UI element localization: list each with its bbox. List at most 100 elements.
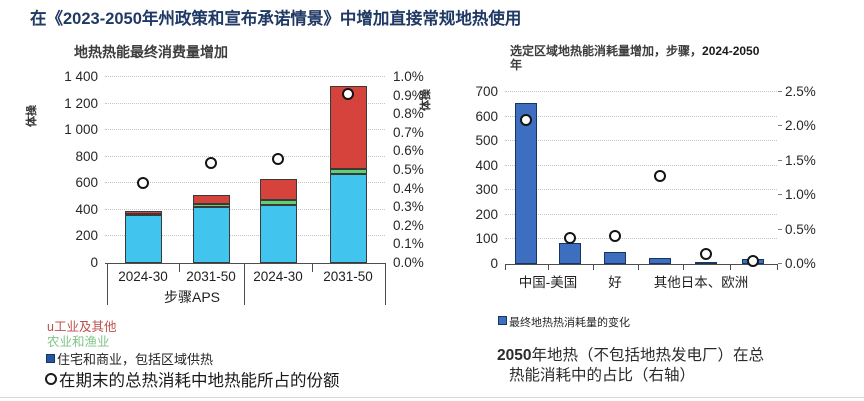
secondary-axis-tick (778, 194, 782, 196)
share-point-marker (609, 230, 621, 243)
secondary-axis-tick-label: 1.0% (393, 69, 424, 84)
y-axis-tick-label: 0 (90, 255, 98, 270)
category-tick (730, 264, 731, 270)
legend-change-label: 最终地热热消耗量的变化 (509, 317, 630, 329)
x-axis-category-label: 2031-50 (323, 269, 373, 284)
secondary-axis-tick-label: 0.1% (393, 236, 424, 252)
category-tick (777, 264, 778, 270)
gridline (505, 140, 777, 142)
y-axis-tick-label: 200 (475, 206, 498, 222)
gridline (505, 238, 777, 240)
y-axis-tick-label: 800 (75, 148, 98, 164)
caption-line2: 热能消耗中的占比（右轴） (509, 367, 696, 384)
x-axis-category-label: 2024-30 (118, 269, 168, 284)
category-tick (548, 264, 549, 270)
bar-segment (124, 215, 162, 263)
bar-segment (259, 204, 297, 263)
secondary-axis-tick-label: 0.9% (393, 87, 424, 103)
gridline (105, 208, 385, 210)
bar-segment (604, 251, 626, 264)
left-chart-plot-area: 0 200 400 600 800 1 000 1 200 1 400 0.0% 0.1% 0.2%… (64, 69, 424, 305)
gridline (505, 213, 777, 215)
bar-segment (192, 194, 230, 204)
blue-square-icon (46, 354, 55, 363)
share-point-marker (747, 254, 759, 267)
category-tick (505, 264, 506, 270)
share-point-marker (137, 177, 149, 190)
secondary-axis-tick-label: 0.2% (393, 217, 424, 233)
secondary-axis-tick-label: 0.8% (393, 106, 424, 122)
bar-segment (329, 86, 367, 169)
gridline (105, 182, 385, 184)
category-group-separator (244, 263, 245, 305)
bar-segment (559, 243, 581, 264)
legend-residential-label: 住宅和商业，包括区域供热 (57, 352, 214, 367)
y-axis-tick-label: 400 (75, 201, 98, 217)
gridline (505, 91, 777, 92)
y-axis-tick-label: 1 400 (64, 69, 98, 84)
bar-segment (259, 199, 297, 205)
x-axis-category-label: 中国-美国 (518, 275, 578, 290)
circle-marker-icon (45, 373, 57, 385)
legend-agriculture: 农业和渔业 (47, 335, 110, 349)
y-axis-tick-label: 400 (475, 157, 498, 173)
bottom-divider (0, 397, 864, 398)
share-point-marker (342, 87, 354, 100)
secondary-axis-tick-label: 1.0% (785, 187, 816, 203)
bar-segment (515, 103, 537, 264)
secondary-axis-tick (778, 91, 782, 92)
category-tick (312, 263, 313, 272)
share-point-marker (654, 169, 666, 182)
y-axis-tick-label: 700 (475, 84, 498, 99)
y-axis-tick-label: 600 (475, 108, 498, 124)
legend-residential: 住宅和商业，包括区域供热 (46, 349, 213, 368)
legend-share-label: 在期末的总热消耗中地热能所占的份额 (59, 372, 340, 390)
caption-year: 2050 (497, 347, 532, 364)
right-chart-title: 选定区域地热能消耗量增加，步骤，2024-2050 (510, 42, 759, 59)
category-group-separator (385, 263, 386, 305)
right-chart-plot-area: 0 100 200 300 400 500 600 700 0.0% 0.5% 1.0% 1.5% 2.… (475, 84, 815, 290)
y-axis-tick-label: 100 (475, 231, 498, 247)
y-axis-tick-label: 0 (490, 256, 498, 271)
secondary-axis-tick-label: 2.0% (785, 118, 816, 134)
x-axis-category-label: 2031-50 (186, 269, 236, 284)
gridline (505, 164, 777, 166)
y-axis-tick-label: 1 200 (64, 95, 98, 111)
y-axis-tick-label: 600 (75, 175, 98, 191)
right-chart-title-text: 选定区域地热能消耗量增加，步骤， (510, 44, 703, 58)
secondary-axis-tick-label: 0.7% (393, 124, 424, 140)
gridline (505, 189, 777, 191)
bar-segment (695, 262, 717, 264)
secondary-axis-tick-label: 0.5% (785, 221, 816, 237)
x-axis-group-label: 步骤APS (163, 289, 221, 305)
y-axis-tick-label: 500 (475, 133, 498, 149)
secondary-axis-tick-label: 0.0% (785, 256, 816, 271)
bar-segment (192, 206, 230, 263)
gridline (105, 235, 385, 237)
legend-final-consumption-change: 最终地热热消耗量的变化 (498, 314, 630, 330)
secondary-axis-tick (778, 228, 782, 230)
secondary-axis-tick-label: 0.4% (393, 180, 424, 196)
secondary-axis-tick-label: 0.0% (393, 255, 424, 270)
secondary-axis-tick-label: 2.5% (785, 84, 816, 99)
legend-share: 在期末的总热消耗中地热能所占的份额 (45, 367, 340, 391)
page-title: 在《2023-2050年州政策和宣布承诺情景》中增加直接常规地热使用 (30, 10, 522, 28)
category-group-separator (107, 263, 108, 305)
bar-segment (649, 257, 671, 264)
share-point-marker (205, 156, 217, 169)
secondary-axis-tick-label: 1.5% (785, 152, 816, 168)
caption-line1: 2050年地热（不包括地热发电厂）在总 (497, 343, 764, 365)
legend-industry: u工业及其他 (47, 320, 117, 334)
share-point-marker (520, 113, 532, 126)
bar-segment (329, 174, 367, 263)
right-chart-y-axis-label: 体操 (420, 89, 432, 111)
secondary-axis-tick (778, 125, 782, 127)
gridline (505, 115, 777, 117)
category-tick (179, 263, 180, 272)
share-point-marker (564, 231, 576, 244)
y-axis-tick-label: 300 (475, 182, 498, 198)
secondary-axis-tick-label: 0.3% (393, 199, 424, 215)
gridline (105, 129, 385, 131)
caption-text1: 年地热（不包括地热发电厂）在总 (531, 347, 764, 364)
